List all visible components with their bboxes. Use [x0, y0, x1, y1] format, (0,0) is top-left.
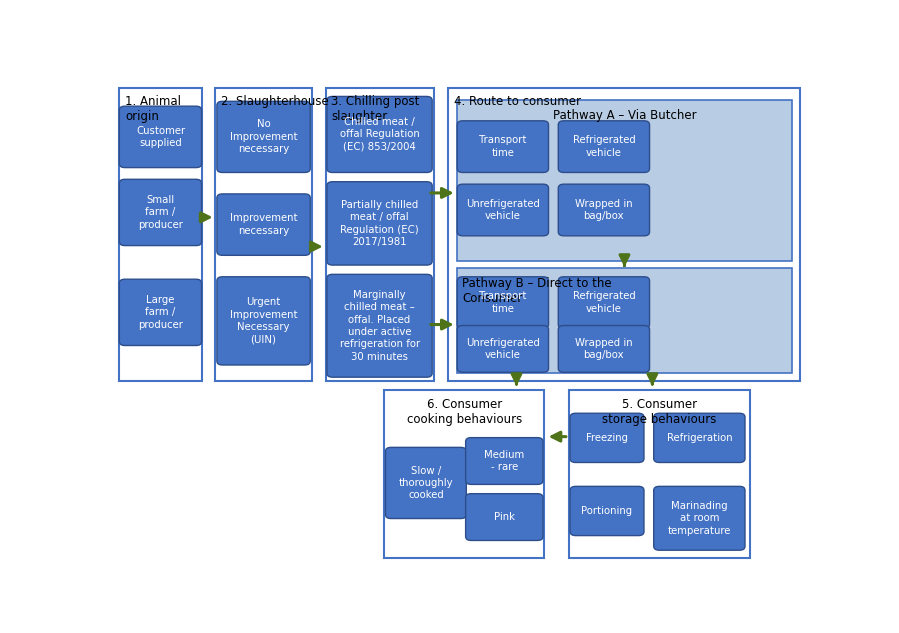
Text: Marinading
at room
temperature: Marinading at room temperature: [668, 501, 731, 536]
FancyBboxPatch shape: [558, 325, 650, 372]
FancyBboxPatch shape: [570, 486, 644, 536]
FancyBboxPatch shape: [457, 268, 792, 373]
Text: No
Improvement
necessary: No Improvement necessary: [230, 120, 298, 154]
FancyBboxPatch shape: [458, 184, 548, 236]
FancyBboxPatch shape: [120, 279, 201, 346]
Text: Pink: Pink: [494, 512, 515, 522]
FancyBboxPatch shape: [327, 274, 432, 377]
FancyBboxPatch shape: [654, 486, 745, 550]
FancyBboxPatch shape: [449, 88, 800, 380]
Text: Unrefrigerated
vehicle: Unrefrigerated vehicle: [466, 338, 539, 360]
Text: 3. Chilling post
slaughter: 3. Chilling post slaughter: [331, 96, 420, 123]
FancyBboxPatch shape: [458, 121, 548, 172]
Text: Marginally
chilled meat –
offal. Placed
under active
refrigeration for
30 minute: Marginally chilled meat – offal. Placed …: [340, 290, 420, 361]
FancyBboxPatch shape: [120, 106, 201, 168]
Text: 2. Slaughterhouse: 2. Slaughterhouse: [221, 96, 329, 108]
FancyBboxPatch shape: [120, 179, 201, 246]
Text: Pathway B – Direct to the
Consumer: Pathway B – Direct to the Consumer: [462, 277, 611, 305]
FancyBboxPatch shape: [216, 88, 312, 380]
FancyBboxPatch shape: [570, 413, 644, 463]
FancyBboxPatch shape: [654, 413, 745, 463]
Text: Slow /
thoroughly
cooked: Slow / thoroughly cooked: [398, 465, 453, 500]
Text: Wrapped in
bag/box: Wrapped in bag/box: [575, 338, 633, 360]
Text: Large
farm /
producer: Large farm / producer: [138, 295, 182, 330]
Text: Transport
time: Transport time: [479, 291, 527, 314]
FancyBboxPatch shape: [217, 194, 310, 255]
Text: Freezing: Freezing: [586, 433, 628, 443]
Text: 1. Animal
origin: 1. Animal origin: [125, 96, 181, 123]
FancyBboxPatch shape: [458, 325, 548, 372]
FancyBboxPatch shape: [120, 88, 201, 380]
Text: Partially chilled
meat / offal
Regulation (EC)
2017/1981: Partially chilled meat / offal Regulatio…: [340, 200, 419, 247]
Text: 5. Consumer
storage behaviours: 5. Consumer storage behaviours: [602, 398, 717, 425]
FancyBboxPatch shape: [558, 277, 650, 329]
FancyBboxPatch shape: [327, 182, 432, 265]
FancyBboxPatch shape: [386, 448, 467, 518]
Text: Refrigeration: Refrigeration: [666, 433, 732, 443]
Text: Medium
- rare: Medium - rare: [485, 450, 524, 472]
Text: 4. Route to consumer: 4. Route to consumer: [454, 96, 581, 108]
Text: Pathway A – Via Butcher: Pathway A – Via Butcher: [553, 109, 697, 122]
Text: Chilled meat /
offal Regulation
(EC) 853/2004: Chilled meat / offal Regulation (EC) 853…: [340, 117, 420, 152]
FancyBboxPatch shape: [327, 96, 432, 172]
FancyBboxPatch shape: [325, 88, 433, 380]
Text: Wrapped in
bag/box: Wrapped in bag/box: [575, 199, 633, 221]
Text: Transport
time: Transport time: [479, 135, 527, 158]
FancyBboxPatch shape: [466, 494, 543, 541]
FancyBboxPatch shape: [558, 121, 650, 172]
Text: Unrefrigerated
vehicle: Unrefrigerated vehicle: [466, 199, 539, 221]
Text: Portioning: Portioning: [582, 506, 633, 516]
FancyBboxPatch shape: [217, 101, 310, 172]
Text: Small
farm /
producer: Small farm / producer: [138, 195, 182, 230]
Text: Refrigerated
vehicle: Refrigerated vehicle: [573, 291, 636, 314]
FancyBboxPatch shape: [569, 391, 750, 558]
Text: Urgent
Improvement
Necessary
(UIN): Urgent Improvement Necessary (UIN): [230, 298, 298, 344]
Text: Improvement
necessary: Improvement necessary: [230, 213, 298, 236]
FancyBboxPatch shape: [384, 391, 545, 558]
Text: Customer
supplied: Customer supplied: [136, 126, 185, 148]
FancyBboxPatch shape: [466, 437, 543, 484]
Text: Refrigerated
vehicle: Refrigerated vehicle: [573, 135, 636, 158]
FancyBboxPatch shape: [457, 101, 792, 261]
Text: 6. Consumer
cooking behaviours: 6. Consumer cooking behaviours: [406, 398, 521, 425]
FancyBboxPatch shape: [217, 277, 310, 365]
FancyBboxPatch shape: [558, 184, 650, 236]
FancyBboxPatch shape: [458, 277, 548, 329]
